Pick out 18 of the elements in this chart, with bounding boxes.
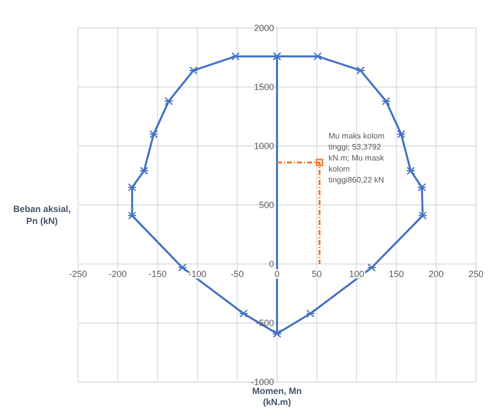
- y-tick-label: 500: [258, 200, 274, 210]
- y-tick-label: 1500: [254, 82, 274, 92]
- x-tick-label: -50: [230, 269, 244, 279]
- x-tick-label: -200: [108, 269, 127, 279]
- y-tick-label: 0: [268, 259, 274, 269]
- x-tick-label: 150: [388, 269, 404, 279]
- y-tick-label: -1000: [250, 377, 274, 387]
- y-axis-title: Beban aksial, Pn (kN): [13, 204, 71, 226]
- x-tick-label: 50: [312, 269, 322, 279]
- x-tick-label: 200: [428, 269, 444, 279]
- x-tick-label: -250: [68, 269, 88, 279]
- x-axis-title: Momen, Mn (kN.m): [252, 386, 302, 407]
- x-tick-label: -150: [148, 269, 167, 279]
- annotation: Mu maks kolom tinggi; 53,3792 kN.m; Mu mask kolom tinggi860,22 kN: [328, 131, 386, 184]
- x-tick-label: 250: [468, 269, 484, 279]
- y-tick-label: 1000: [254, 141, 274, 151]
- y-tick-label: 2000: [254, 23, 274, 33]
- x-tick-label: 100: [349, 269, 364, 279]
